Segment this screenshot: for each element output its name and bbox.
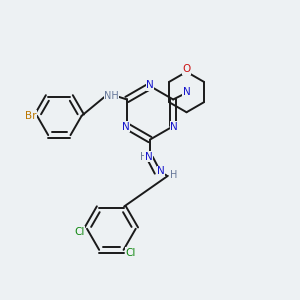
Text: N: N [122, 122, 130, 132]
Text: N: N [145, 152, 152, 161]
Text: N: N [170, 122, 178, 132]
Text: Br: Br [25, 111, 36, 121]
Text: N: N [183, 87, 190, 97]
Text: Cl: Cl [126, 248, 136, 258]
Text: NH: NH [104, 91, 119, 100]
Text: H: H [140, 152, 147, 161]
Text: O: O [182, 64, 191, 74]
Text: H: H [170, 170, 178, 180]
Text: Cl: Cl [74, 227, 85, 237]
Text: N: N [146, 80, 154, 90]
Text: N: N [157, 166, 165, 176]
